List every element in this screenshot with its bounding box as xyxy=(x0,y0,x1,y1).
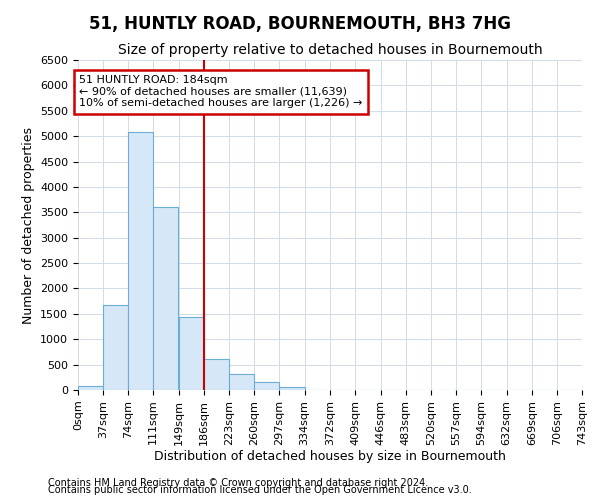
Y-axis label: Number of detached properties: Number of detached properties xyxy=(22,126,35,324)
Bar xyxy=(254,382,280,390)
Bar xyxy=(103,305,128,390)
Bar xyxy=(153,207,178,390)
X-axis label: Distribution of detached houses by size in Bournemouth: Distribution of detached houses by size … xyxy=(154,450,506,464)
Bar xyxy=(128,132,153,390)
Bar xyxy=(78,386,103,390)
Bar xyxy=(179,318,204,390)
Text: 51 HUNTLY ROAD: 184sqm
← 90% of detached houses are smaller (11,639)
10% of semi: 51 HUNTLY ROAD: 184sqm ← 90% of detached… xyxy=(79,75,363,108)
Title: Size of property relative to detached houses in Bournemouth: Size of property relative to detached ho… xyxy=(118,44,542,58)
Bar xyxy=(204,358,229,390)
Text: Contains public sector information licensed under the Open Government Licence v3: Contains public sector information licen… xyxy=(48,485,472,495)
Bar xyxy=(229,374,254,390)
Text: 51, HUNTLY ROAD, BOURNEMOUTH, BH3 7HG: 51, HUNTLY ROAD, BOURNEMOUTH, BH3 7HG xyxy=(89,15,511,33)
Bar xyxy=(280,387,305,390)
Text: Contains HM Land Registry data © Crown copyright and database right 2024.: Contains HM Land Registry data © Crown c… xyxy=(48,478,428,488)
